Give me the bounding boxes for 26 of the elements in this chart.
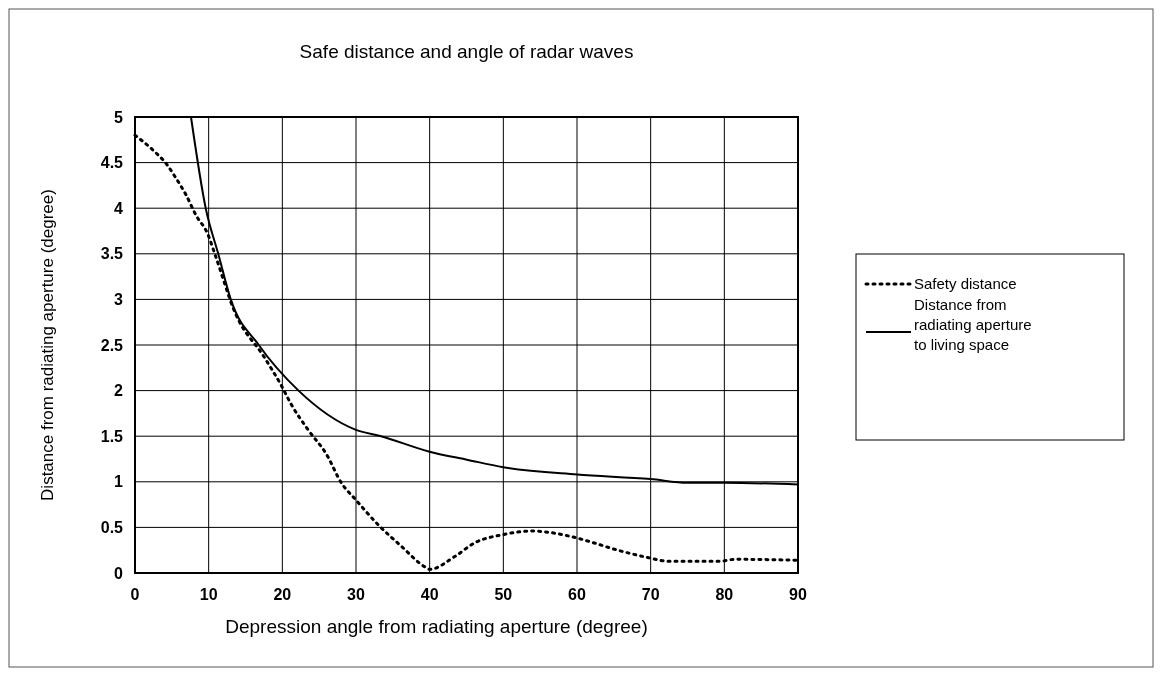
x-tick-label: 10 [199, 586, 218, 603]
y-axis-title: Distance from radiating aperture (degree) [38, 189, 57, 501]
y-tick-label: 0 [114, 564, 124, 582]
x-tick-label: 20 [273, 586, 292, 603]
y-tick-label: 1 [114, 473, 124, 491]
legend-label: Distance from radiating aperture to living space [914, 296, 1032, 353]
legend-label: Safety distance [914, 275, 1017, 292]
x-tick-label: 0 [130, 586, 140, 603]
y-tick-label: 3 [114, 291, 124, 308]
x-tick-label: 40 [420, 586, 439, 603]
y-tick-label: 3.5 [100, 245, 124, 263]
chart-title: Safe distance and angle of radar waves [299, 41, 634, 62]
y-tick-label: 5 [114, 108, 124, 126]
x-tick-label: 50 [494, 586, 513, 603]
y-tick-label: 4 [114, 199, 124, 217]
y-tick-label: 0.5 [100, 519, 124, 536]
y-tick-label: 4.5 [100, 154, 124, 172]
x-axis-title: Depression angle from radiating aperture (degree) [225, 616, 648, 637]
x-tick-label: 60 [568, 586, 586, 603]
y-tick-label: 1.5 [100, 427, 124, 445]
y-tick-label: 2 [114, 382, 124, 400]
x-tick-label: 70 [641, 586, 660, 603]
x-tick-label: 90 [789, 586, 807, 603]
x-tick-label: 30 [347, 586, 365, 603]
x-tick-label: 80 [715, 586, 734, 603]
y-tick-label: 2.5 [100, 336, 124, 354]
